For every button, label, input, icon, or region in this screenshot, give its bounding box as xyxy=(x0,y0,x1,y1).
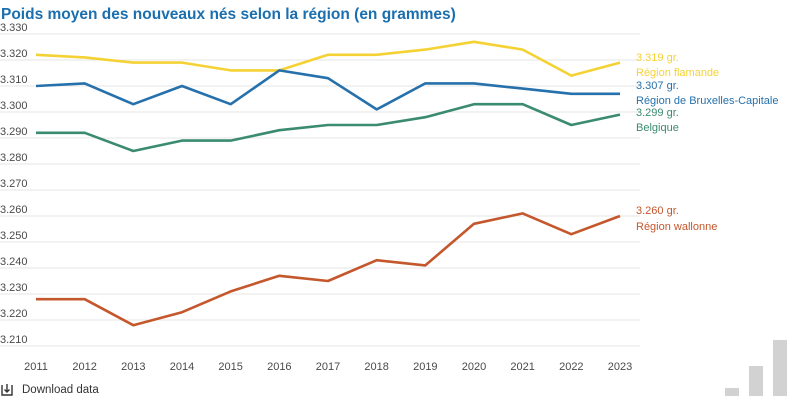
series-name-label: Région de Bruxelles-Capitale xyxy=(636,95,778,107)
series-line xyxy=(35,40,621,77)
x-tick-label: 2011 xyxy=(24,361,48,373)
y-tick-label: 3.280 xyxy=(0,152,28,164)
y-tick-label: 3.330 xyxy=(0,22,28,34)
x-tick-label: 2018 xyxy=(364,361,388,373)
x-tick-label: 2019 xyxy=(413,361,437,373)
y-tick-label: 3.240 xyxy=(0,256,28,268)
chart-title: Poids moyen des nouveaux nés selon la ré… xyxy=(1,6,456,23)
y-tick-label: 3.320 xyxy=(0,48,28,60)
x-tick-label: 2021 xyxy=(510,361,534,373)
y-tick-label: 3.270 xyxy=(0,178,28,190)
series-line xyxy=(36,212,621,327)
y-tick-label: 3.230 xyxy=(0,282,28,294)
series-end-value: 3.307 gr. xyxy=(636,80,679,92)
y-tick-label: 3.210 xyxy=(0,334,28,346)
download-data-link[interactable]: Download data xyxy=(0,380,99,400)
x-tick-label: 2013 xyxy=(121,361,145,373)
x-tick-label: 2014 xyxy=(170,361,194,373)
series-end-value: 3.319 gr. xyxy=(636,52,679,64)
y-axis-ticks: 3.210 3.220 3.230 3.240 3.250 3.260 3.270 3.280… xyxy=(0,22,28,346)
download-icon xyxy=(1,384,13,396)
series-line xyxy=(35,69,620,111)
y-tick-label: 3.220 xyxy=(0,308,28,320)
series-name-label: Région wallonne xyxy=(636,221,717,233)
x-tick-label: 2012 xyxy=(72,361,96,373)
gridlines xyxy=(0,33,640,347)
series-name-label: Belgique xyxy=(636,122,679,134)
series-lines xyxy=(35,40,621,327)
y-tick-label: 3.300 xyxy=(0,100,28,112)
x-tick-label: 2017 xyxy=(316,361,340,373)
series-name-label: Région flamande xyxy=(636,67,719,79)
download-data-label[interactable]: Download data xyxy=(22,384,99,396)
series-line xyxy=(36,102,621,153)
brand-logo-bars xyxy=(725,340,787,396)
x-tick-label: 2016 xyxy=(267,361,291,373)
y-tick-label: 3.310 xyxy=(0,74,28,86)
series-end-value: 3.299 gr. xyxy=(636,107,679,119)
y-tick-label: 3.260 xyxy=(0,204,28,216)
line-chart: 3.210 3.220 3.230 3.240 3.250 3.260 3.270 3.280… xyxy=(0,22,778,373)
y-tick-label: 3.250 xyxy=(0,230,28,242)
x-tick-label: 2022 xyxy=(559,361,583,373)
x-tick-label: 2015 xyxy=(218,361,242,373)
x-tick-label: 2023 xyxy=(608,361,632,373)
series-end-value: 3.260 gr. xyxy=(636,205,679,217)
x-axis-ticks: 2011 2012 2013 2014 2015 2016 2017 2018 2019 2020… xyxy=(24,361,632,373)
x-tick-label: 2020 xyxy=(462,361,486,373)
y-tick-label: 3.290 xyxy=(0,126,28,138)
